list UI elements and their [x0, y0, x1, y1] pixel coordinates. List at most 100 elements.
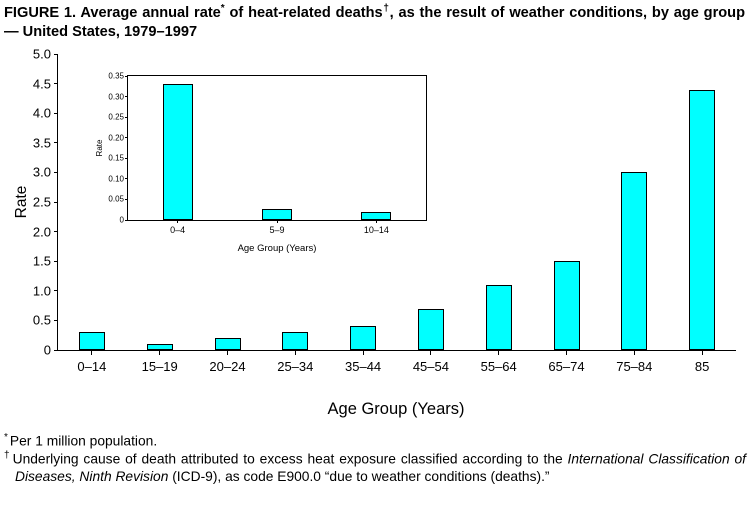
x-tick: [498, 350, 500, 355]
y-tick-label: 0.05: [108, 194, 124, 204]
x-tick-label: 0–4: [170, 225, 186, 235]
y-tick: [54, 53, 58, 55]
x-tick-label: 0–14: [77, 359, 107, 374]
footnote1-text: Per 1 million population.: [9, 433, 158, 449]
y-tick: [54, 290, 58, 292]
footnote2-marker: †: [4, 449, 11, 461]
chart-region: Rate 0 0.5 1.0 1.5 2.0 2.5 3.0 3.5 4.0 4.5 5.0 0–14…: [0, 42, 749, 427]
bar: [262, 208, 292, 220]
footnote-marker-asterisk: *: [220, 3, 225, 14]
y-tick-label: 0: [43, 342, 51, 358]
x-tick: [566, 350, 567, 355]
figure-title-text-3: , as the result of weather conditions, b…: [4, 4, 746, 41]
x-tick: [159, 350, 161, 355]
x-tick: [91, 350, 93, 355]
x-tick: [294, 350, 296, 355]
y-tick: [54, 83, 58, 85]
y-tick-label: 2.5: [32, 194, 51, 210]
y-tick: [54, 260, 58, 262]
y-tick-label: 5.0: [32, 46, 51, 62]
figure-title-text-1: FIGURE 1. Average annual rate: [4, 4, 221, 21]
footnotes: * Per 1 million population. † Underlying c…: [4, 432, 746, 485]
y-tick-label: 1.5: [32, 253, 51, 269]
y-tick: [54, 231, 58, 233]
y-tick: [54, 349, 58, 351]
y-tick-label: 0.10: [108, 174, 124, 184]
x-tick-label: 35–44: [345, 359, 382, 374]
figure-title: FIGURE 1. Average annual rate* of heat-r…: [4, 2, 745, 42]
bar: [282, 332, 309, 350]
bar: [689, 89, 716, 350]
x-tick-label: 25–34: [277, 359, 314, 374]
y-tick: [54, 319, 58, 321]
y-tick-label: 0.25: [108, 112, 124, 122]
y-tick-label: 4.5: [32, 76, 51, 92]
inset-x-axis-label: Age Group (Years): [237, 243, 317, 254]
footnote2-italic-citation: International Classification of Diseases…: [15, 451, 747, 484]
y-tick: [125, 116, 128, 118]
bar: [78, 332, 105, 350]
x-tick: [430, 350, 432, 355]
x-tick-label: 65–74: [548, 359, 585, 374]
y-tick-label: 4.0: [32, 105, 51, 121]
x-tick-label: 75–84: [616, 359, 653, 374]
y-tick: [54, 171, 58, 173]
bar: [417, 308, 444, 350]
bar: [621, 172, 648, 350]
y-tick-label: 0.30: [108, 92, 124, 102]
bar: [350, 326, 377, 350]
x-tick: [362, 350, 364, 355]
x-tick: [375, 220, 377, 223]
footnote2-text-post: (ICD-9), as code E900.0 “due to weather …: [168, 468, 550, 484]
y-tick-label: 0.15: [108, 153, 124, 163]
x-tick-label: 15–19: [141, 359, 178, 374]
y-tick-label: 3.0: [32, 164, 51, 180]
bar: [485, 284, 512, 350]
y-tick-label: 0.5: [32, 312, 51, 328]
y-tick: [125, 137, 128, 139]
bar: [162, 84, 193, 220]
bar: [146, 344, 173, 350]
bar: [553, 261, 580, 350]
x-tick-label: 45–54: [412, 359, 449, 374]
x-tick-label: 5–9: [269, 225, 285, 235]
footnote-marker-dagger: †: [382, 3, 390, 14]
y-tick: [54, 142, 58, 144]
y-tick: [125, 219, 128, 221]
y-tick-label: 1.0: [32, 283, 51, 299]
inset-plot-area: 0 0.05 0.10 0.15 0.20 0.25 0.30 0.35 0–4 5–9 10–14: [108, 72, 427, 235]
y-tick-label: 2.0: [32, 224, 51, 240]
x-tick: [701, 350, 703, 355]
y-tick: [125, 75, 128, 77]
main-x-axis-label: Age Group (Years): [327, 400, 465, 418]
inset-y-axis-label: Rate: [94, 139, 104, 157]
figure-title-text-2: of heat-related deaths: [224, 4, 383, 21]
footnote1-marker: *: [4, 432, 8, 443]
y-tick: [54, 201, 58, 203]
x-tick-label: 85: [694, 359, 710, 374]
y-tick-label: 0.35: [108, 71, 124, 81]
y-tick: [125, 96, 128, 98]
main-plot-area: 0 0.5 1.0 1.5 2.0 2.5 3.0 3.5 4.0 4.5 5.0 0–14 15–19…: [33, 47, 736, 374]
y-tick-label: 0.20: [108, 133, 124, 143]
x-tick: [227, 350, 228, 355]
x-tick: [633, 350, 635, 355]
main-y-axis-label: Rate: [13, 185, 30, 219]
bar: [214, 338, 241, 350]
footnote-icd9: † Underlying cause of death attributed to…: [4, 450, 746, 485]
y-tick: [54, 112, 58, 114]
y-tick: [125, 198, 128, 200]
footnote-per-million: * Per 1 million population.: [4, 432, 746, 450]
bar: [361, 211, 392, 220]
y-tick-label: 0: [119, 215, 124, 225]
x-tick-label: 20–24: [209, 359, 246, 374]
x-tick: [177, 220, 179, 223]
x-tick-label: 10–14: [363, 225, 389, 235]
y-tick: [125, 157, 128, 159]
footnote2-text-pre: Underlying cause of death attributed to …: [12, 451, 568, 467]
y-tick-label: 3.5: [32, 135, 51, 151]
x-tick: [276, 220, 278, 223]
x-tick-label: 55–64: [480, 359, 517, 374]
y-tick: [125, 178, 128, 180]
